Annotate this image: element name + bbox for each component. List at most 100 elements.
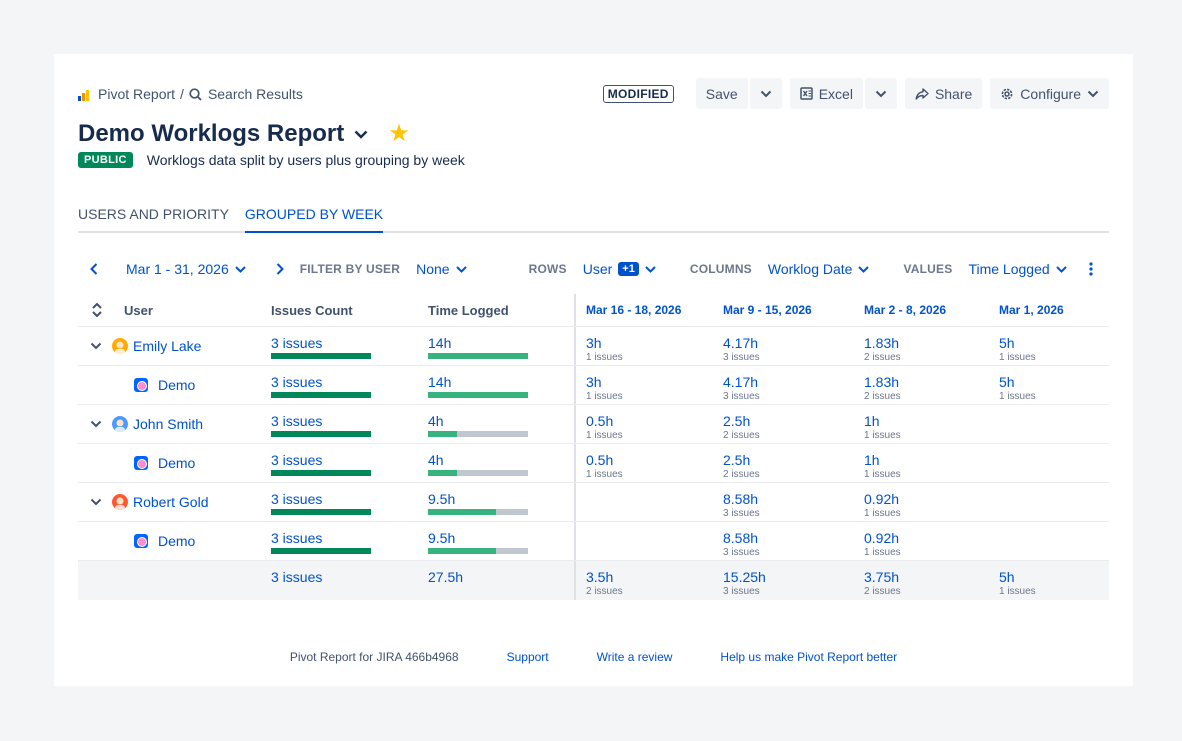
issues-count-link[interactable]: 3 issues xyxy=(271,374,323,390)
week-time-value[interactable]: 0.5h xyxy=(586,413,614,429)
header-week-2[interactable]: Mar 9 - 15, 2026 xyxy=(723,303,812,317)
project-row: Demo 3 issues 4h 0.5h 1 issues 2.5h 2 issues 1h… xyxy=(78,444,1109,483)
user-name[interactable]: Robert Gold xyxy=(133,494,209,510)
configure-button[interactable]: Configure xyxy=(990,78,1109,109)
write-review-link[interactable]: Write a review xyxy=(596,650,673,664)
header-week-4[interactable]: Mar 1, 2026 xyxy=(999,303,1064,317)
columns-select[interactable]: Worklog Date xyxy=(768,261,870,277)
week-time-value[interactable]: 3h xyxy=(586,374,602,390)
total-week-4-value[interactable]: 5h xyxy=(999,569,1015,585)
user-row: Emily Lake 3 issues 14h 3h 1 issues 4.17h 3 is… xyxy=(78,327,1109,366)
date-range-select[interactable]: Mar 1 - 31, 2026 xyxy=(126,261,246,277)
issues-cell: 3 issues xyxy=(271,483,428,521)
time-logged-link[interactable]: 14h xyxy=(428,374,452,390)
total-week-1-value[interactable]: 3.5h xyxy=(586,569,614,585)
rows-select[interactable]: User +1 xyxy=(583,261,656,277)
total-issues-link[interactable]: 3 issues xyxy=(271,569,323,585)
week-time-value[interactable]: 4.17h xyxy=(723,374,759,390)
issues-bar-fill xyxy=(271,353,371,359)
more-options-icon[interactable] xyxy=(1089,262,1093,276)
excel-label: Excel xyxy=(818,85,853,102)
header-user[interactable]: User xyxy=(78,294,271,326)
time-logged-link[interactable]: 4h xyxy=(428,452,444,468)
excel-options-button[interactable] xyxy=(864,78,897,109)
week-time-value[interactable]: 1.83h xyxy=(864,335,900,351)
issues-count-link[interactable]: 3 issues xyxy=(271,335,323,351)
breadcrumb-root[interactable]: Pivot Report xyxy=(98,86,176,102)
week-time-value[interactable]: 2.5h xyxy=(723,413,751,429)
week-time-value[interactable]: 1h xyxy=(864,452,880,468)
filter-by-user-value: None xyxy=(416,261,450,277)
time-bar xyxy=(428,470,528,476)
collapse-chevron-icon[interactable] xyxy=(90,342,106,350)
time-logged-link[interactable]: 14h xyxy=(428,335,452,351)
week-issues-count: 1 issues xyxy=(999,352,1036,363)
expand-collapse-all-icon[interactable] xyxy=(92,302,102,320)
week-time-value[interactable]: 5h xyxy=(999,374,1015,390)
user-name[interactable]: John Smith xyxy=(133,416,204,432)
rows-label: ROWS xyxy=(528,262,567,276)
time-cell: 14h xyxy=(428,327,576,365)
total-week-3-value[interactable]: 3.75h xyxy=(864,569,900,585)
header-week-3[interactable]: Mar 2 - 8, 2026 xyxy=(864,303,947,317)
issues-count-link[interactable]: 3 issues xyxy=(271,491,323,507)
tab-grouped-by-week[interactable]: GROUPED BY WEEK xyxy=(244,204,384,233)
report-switcher-chevron-icon[interactable] xyxy=(354,130,368,139)
subtitle-row: PUBLIC Worklogs data split by users plus… xyxy=(78,152,465,168)
collapse-chevron-icon[interactable] xyxy=(90,420,106,428)
week-issues-count: 3 issues xyxy=(723,352,760,363)
user-avatar xyxy=(112,416,128,432)
week-time-value[interactable]: 0.5h xyxy=(586,452,614,468)
header-time-logged[interactable]: Time Logged xyxy=(428,294,576,326)
save-button[interactable]: Save xyxy=(695,78,748,109)
week-time-value[interactable]: 1.83h xyxy=(864,374,900,390)
project-name[interactable]: Demo xyxy=(158,377,196,393)
user-name[interactable]: Emily Lake xyxy=(133,338,202,354)
next-period-icon[interactable] xyxy=(276,263,284,275)
header-issues-count[interactable]: Issues Count xyxy=(271,303,353,318)
issues-count-link[interactable]: 3 issues xyxy=(271,452,323,468)
time-logged-link[interactable]: 9.5h xyxy=(428,530,456,546)
modified-badge: MODIFIED xyxy=(602,84,674,103)
rows-value: User xyxy=(582,261,613,277)
issues-count-link[interactable]: 3 issues xyxy=(271,530,323,546)
week-time-value[interactable]: 8.58h xyxy=(723,491,759,507)
total-time-link[interactable]: 27.5h xyxy=(428,569,464,585)
save-options-button[interactable] xyxy=(749,78,782,109)
header-week-1[interactable]: Mar 16 - 18, 2026 xyxy=(586,303,682,317)
week-time-value[interactable]: 3h xyxy=(586,335,602,351)
excel-button[interactable]: Excel xyxy=(789,78,863,109)
table-header-row: User Issues Count Time Logged Mar 16 - 1… xyxy=(78,294,1109,327)
week-time-value[interactable]: 0.92h xyxy=(864,530,900,546)
week-time-value[interactable]: 0.92h xyxy=(864,491,900,507)
feedback-link[interactable]: Help us make Pivot Report better xyxy=(720,650,898,664)
time-logged-link[interactable]: 9.5h xyxy=(428,491,456,507)
values-select[interactable]: Time Logged xyxy=(968,261,1067,277)
issues-bar xyxy=(271,392,371,398)
chevron-down-icon xyxy=(760,90,772,98)
filter-by-user-select[interactable]: None xyxy=(416,261,467,277)
collapse-chevron-icon[interactable] xyxy=(90,498,106,506)
project-name[interactable]: Demo xyxy=(158,533,196,549)
time-logged-link[interactable]: 4h xyxy=(428,413,444,429)
time-cell: 14h xyxy=(428,366,576,404)
week-time-value[interactable]: 2.5h xyxy=(723,452,751,468)
favorite-star-icon[interactable]: ★ xyxy=(388,120,410,147)
tab-users-and-priority[interactable]: USERS AND PRIORITY xyxy=(78,206,229,222)
week-cell: 0.5h 1 issues xyxy=(576,444,723,482)
support-link[interactable]: Support xyxy=(506,650,549,664)
project-name[interactable]: Demo xyxy=(158,455,196,471)
total-user-cell xyxy=(78,561,271,600)
issues-count-link[interactable]: 3 issues xyxy=(271,413,323,429)
week-time-value[interactable]: 1h xyxy=(864,413,880,429)
week-time-value[interactable]: 4.17h xyxy=(723,335,759,351)
share-icon xyxy=(915,87,929,100)
week-time-value[interactable]: 8.58h xyxy=(723,530,759,546)
excel-icon xyxy=(799,87,813,100)
week-time-value[interactable]: 5h xyxy=(999,335,1015,351)
total-week-2-value[interactable]: 15.25h xyxy=(723,569,766,585)
previous-period-icon[interactable] xyxy=(90,263,98,275)
share-button[interactable]: Share xyxy=(904,78,983,109)
breadcrumb-current[interactable]: Search Results xyxy=(207,86,303,102)
footer: Pivot Report for JIRA 466b4968 Support W… xyxy=(54,650,1133,664)
